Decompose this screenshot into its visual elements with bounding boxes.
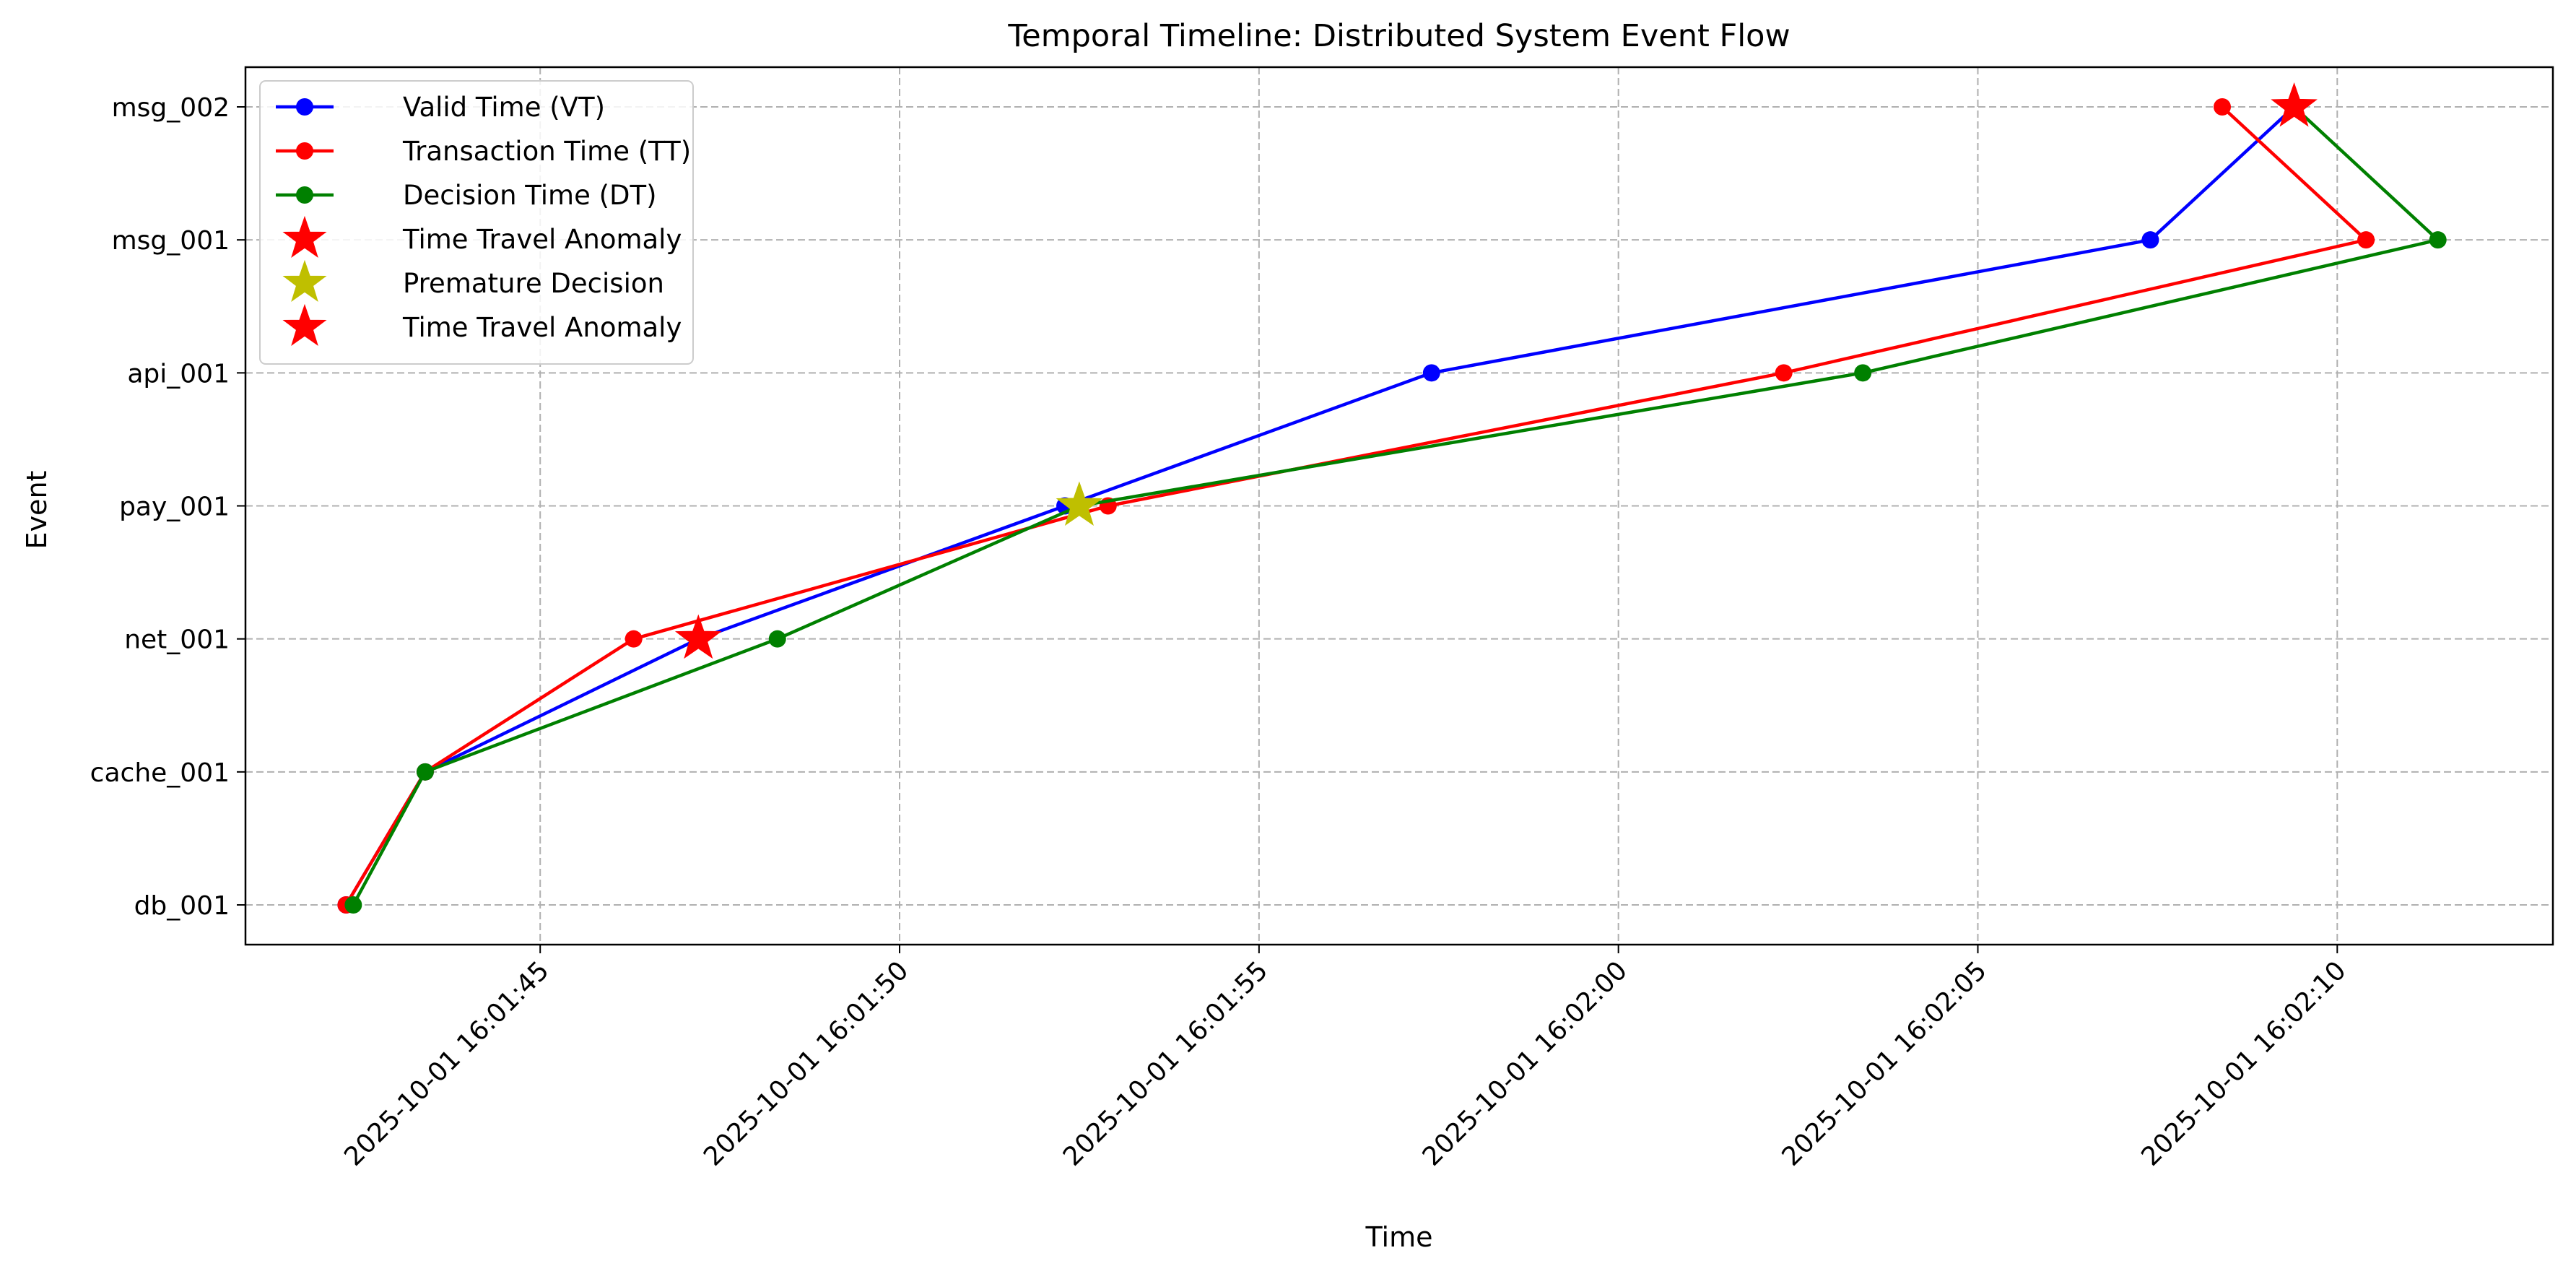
legend-marker-swatch (296, 186, 313, 204)
legend-star-swatch (282, 215, 327, 259)
data-point (768, 630, 786, 648)
legend-label: Valid Time (VT) (403, 92, 605, 123)
y-tick-label: cache_001 (90, 758, 230, 788)
anomaly-markers (674, 82, 2318, 659)
y-tick-label: msg_002 (112, 93, 230, 123)
data-point (2429, 231, 2447, 249)
data-point (2214, 98, 2232, 116)
legend-entry: Time Travel Anomaly (282, 215, 682, 259)
data-point (1775, 364, 1793, 382)
legend-label: Time Travel Anomaly (402, 224, 682, 255)
legend-entry: Time Travel Anomaly (282, 303, 682, 347)
marker-premature-decision (1056, 481, 1103, 526)
legend-label: Decision Time (DT) (403, 180, 657, 211)
data-point (2357, 231, 2375, 249)
legend-star-swatch (282, 259, 327, 303)
legend-entry: Premature Decision (282, 259, 664, 303)
y-axis-label: Event (21, 471, 53, 550)
legend-label: Time Travel Anomaly (402, 312, 682, 343)
legend-star-swatch (282, 303, 327, 347)
y-tick-label: db_001 (134, 891, 230, 921)
legend-entry: Transaction Time (TT) (276, 136, 691, 167)
legend-entry: Valid Time (VT) (276, 92, 605, 123)
y-tick-label: net_001 (124, 625, 230, 655)
data-point (2141, 231, 2159, 249)
marker-time-travel-anomaly (2271, 82, 2318, 127)
chart-title: Temporal Timeline: Distributed System Ev… (1007, 18, 1790, 54)
legend-label: Premature Decision (403, 268, 664, 299)
legend-box (259, 80, 694, 365)
y-tick-label: pay_001 (119, 493, 230, 522)
y-tick-label: msg_001 (112, 226, 230, 256)
marker-time-travel-anomaly (674, 614, 722, 659)
legend: Valid Time (VT) Transaction Time (TT) Deci… (259, 80, 694, 365)
legend-marker-swatch (296, 142, 313, 160)
legend-entry: Decision Time (DT) (276, 180, 657, 211)
legend-label: Transaction Time (TT) (402, 136, 691, 167)
data-point (1854, 364, 1872, 382)
y-tick-label: api_001 (127, 359, 230, 389)
data-point (625, 630, 643, 648)
legend-marker-swatch (296, 98, 313, 116)
data-point (1422, 364, 1440, 382)
data-point (416, 763, 434, 781)
x-axis-label: Time (1365, 1221, 1433, 1253)
data-point (344, 896, 362, 914)
